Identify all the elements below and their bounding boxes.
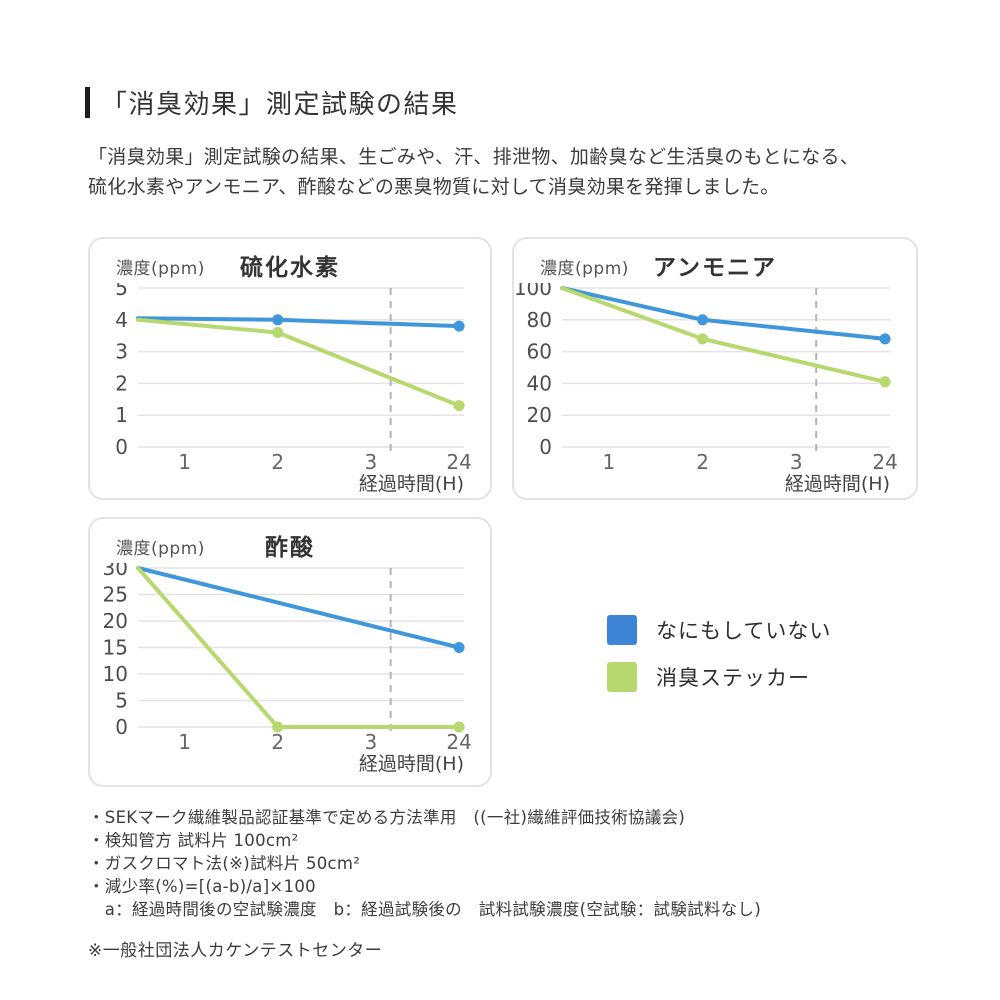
y-unit-label: 濃度(ppm) xyxy=(540,259,629,279)
x-axis-label: 経過時間(H) xyxy=(785,473,890,495)
y-tick-label: 60 xyxy=(527,340,552,364)
x-tick-label: 1 xyxy=(178,730,191,754)
y-tick-label: 0 xyxy=(539,435,552,459)
chart-panel-hydrogen-sulfide: 濃度(ppm) 硫化水素 0 1 2 3 4 5 1 2 3 24 経過時間(H) xyxy=(88,237,492,500)
legend-swatch-blue xyxy=(607,615,637,645)
y-unit-label: 濃度(ppm) xyxy=(116,259,205,279)
y-tick-label: 80 xyxy=(527,308,552,332)
y-unit-label: 濃度(ppm) xyxy=(116,539,205,559)
data-point-untreated xyxy=(453,320,465,332)
y-tick-label: 15 xyxy=(103,636,128,660)
y-tick-label: 1 xyxy=(115,403,128,427)
data-point-sticker xyxy=(272,721,284,733)
note-line: ・ガスクロマト法(※)試料片 50cm² xyxy=(88,854,361,873)
x-tick-label: 24 xyxy=(446,450,471,474)
y-tick-label: 3 xyxy=(115,340,128,364)
series-line-sticker xyxy=(136,317,462,408)
data-point-sticker xyxy=(697,333,709,345)
y-tick-label: 5 xyxy=(115,689,128,713)
y-tick-label: 5 xyxy=(115,283,128,300)
legend-label: なにもしていない xyxy=(656,619,832,643)
y-tick-label: 20 xyxy=(103,609,128,633)
x-tick-label: 3 xyxy=(790,450,803,474)
x-tick-label: 3 xyxy=(364,730,377,754)
data-point-sticker xyxy=(453,721,465,733)
y-tick-label: 0 xyxy=(115,435,128,459)
y-tick-label: 30 xyxy=(103,563,128,580)
chart-panel-acetic-acid: 濃度(ppm) 酢酸 0 5 10 15 20 25 30 1 2 3 24 経過時間(H) xyxy=(88,517,492,787)
y-tick-label: 20 xyxy=(527,403,552,427)
data-point-sticker xyxy=(453,400,465,412)
x-tick-label: 2 xyxy=(271,450,284,474)
page-title: 「消臭効果」測定試験の結果 xyxy=(85,84,459,121)
legend-label: 消臭ステッカー xyxy=(656,666,810,690)
page-title-text: 「消臭効果」測定試験の結果 xyxy=(101,90,459,120)
method-notes: ・SEKマーク繊維製品認証基準で定める方法準用 ((一社)繊維評価技術協議会) … xyxy=(88,806,761,921)
chart-panel-ammonia: 濃度(ppm) アンモニア 0 20 40 60 80 100 1 2 3 24 経過時間(H) xyxy=(512,237,918,500)
x-tick-label: 2 xyxy=(271,730,284,754)
data-point-untreated xyxy=(697,314,709,326)
y-tick-label: 2 xyxy=(115,371,128,395)
legend-swatch-green xyxy=(607,662,637,692)
chart-title: 酢酸 xyxy=(265,535,315,561)
y-tick-label: 100 xyxy=(514,283,552,300)
data-point-untreated xyxy=(453,642,465,653)
y-tick-label: 40 xyxy=(527,371,552,395)
chart-header: 濃度(ppm) 硫化水素 xyxy=(90,239,490,283)
x-tick-label: 1 xyxy=(178,450,191,474)
y-tick-label: 25 xyxy=(103,583,128,607)
chart-title: 硫化水素 xyxy=(240,255,340,281)
intro-line-1: 「消臭効果」測定試験の結果、生ごみや、汗、排泄物、加齢臭など生活臭のもとになる、 xyxy=(88,146,860,168)
data-point-sticker xyxy=(272,327,284,339)
intro-line-2: 硫化水素やアンモニア、酢酸などの悪臭物質に対して消臭効果を発揮しました。 xyxy=(88,176,780,199)
note-line: ・検知管方 試料片 100cm² xyxy=(88,831,299,850)
y-tick-label: 4 xyxy=(115,308,128,332)
y-tick-label: 0 xyxy=(115,715,128,739)
x-tick-label: 1 xyxy=(602,450,615,474)
x-tick-label: 24 xyxy=(872,450,897,474)
x-tick-label: 24 xyxy=(446,730,471,754)
data-point-sticker xyxy=(879,376,891,388)
chart-header: 濃度(ppm) 酢酸 xyxy=(90,519,490,563)
note-line: ・減少率(%)=[(a-b)/a]×100 xyxy=(88,877,316,896)
intro-text: 「消臭効果」測定試験の結果、生ごみや、汗、排泄物、加齢臭など生活臭のもとになる、… xyxy=(88,142,948,202)
y-tick-label: 10 xyxy=(103,662,128,686)
chart-title: アンモニア xyxy=(652,255,778,281)
note-line: a：経過時間後の空試験濃度 b：経過試験後の 試料試験濃度(空試験：試験試料なし… xyxy=(88,900,762,919)
legend-item-untreated: なにもしていない xyxy=(607,615,831,645)
x-tick-label: 3 xyxy=(364,450,377,474)
legend: なにもしていない 消臭ステッカー xyxy=(607,615,831,692)
note-line: ・SEKマーク繊維製品認証基準で定める方法準用 ((一社)繊維評価技術協議会) xyxy=(88,808,686,827)
data-point-untreated xyxy=(879,333,891,345)
x-axis-label: 経過時間(H) xyxy=(359,753,464,775)
data-point-untreated xyxy=(272,314,284,326)
series-line-untreated xyxy=(560,286,888,341)
legend-item-sticker: 消臭ステッカー xyxy=(607,662,831,692)
chart-header: 濃度(ppm) アンモニア xyxy=(514,239,916,283)
title-accent-bar xyxy=(85,87,90,118)
footnote: ※一般社団法人カケンテストセンター xyxy=(88,941,383,961)
x-axis-label: 経過時間(H) xyxy=(359,473,464,495)
series-line-untreated xyxy=(136,566,462,650)
x-tick-label: 2 xyxy=(696,450,709,474)
